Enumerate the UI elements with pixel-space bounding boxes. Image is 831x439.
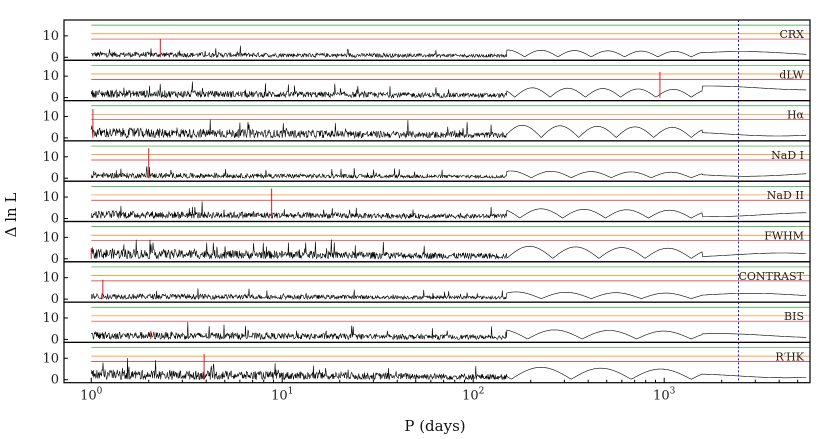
periodogram-series	[91, 321, 807, 341]
panel: 0 10 NaD II	[42, 180, 811, 227]
panel-label: FWHM	[764, 230, 804, 243]
y-tick-label: 0	[51, 373, 59, 388]
panel-label: CONTRAST	[739, 270, 805, 283]
panel: 0 10 CONTRAST	[42, 261, 811, 307]
x-tick-label: 102	[462, 387, 484, 404]
x-axis-label: P (days)	[404, 417, 465, 435]
y-tick-label: 0	[51, 131, 59, 146]
panel: 0 10 CRX	[42, 19, 811, 65]
panel-label: BIS	[784, 310, 804, 323]
periodogram-series	[90, 239, 807, 260]
y-tick-label: 10	[42, 351, 59, 366]
y-tick-label: 10	[42, 109, 59, 124]
panel: 0 10 BIS	[42, 301, 811, 347]
y-tick-label: 10	[42, 150, 59, 165]
y-tick-label: 0	[51, 332, 59, 347]
periodogram-series	[90, 201, 807, 220]
x-tick-label: 103	[653, 387, 676, 404]
panel-label: CRX	[779, 28, 804, 41]
x-tick-label: 100	[80, 387, 103, 404]
panel: 0 10 Hα	[42, 99, 811, 146]
periodogram-series	[90, 81, 807, 99]
x-tick-label: 101	[271, 387, 293, 404]
periodogram-series	[90, 288, 807, 301]
periodogram-series	[91, 45, 807, 59]
panel-frame	[63, 341, 811, 384]
y-tick-label: 0	[51, 212, 59, 227]
periodogram-series	[90, 119, 807, 140]
y-tick-label: 0	[51, 292, 59, 307]
periodogram-series	[90, 166, 807, 180]
y-tick-label: 0	[51, 50, 59, 65]
y-tick-label: 10	[42, 69, 59, 84]
panel: 0 10 R′HK	[42, 341, 811, 388]
x-axis: 100 101 102 103	[80, 377, 799, 404]
panel-label: dLW	[779, 68, 804, 81]
y-tick-label: 10	[42, 271, 59, 286]
panel-label: NaD II	[767, 189, 804, 202]
panel: 0 10 NaD I	[42, 140, 811, 186]
panel-label: R′HK	[775, 350, 804, 363]
panel-frame	[63, 99, 811, 142]
y-tick-label: 0	[51, 171, 59, 186]
panel-frame	[63, 19, 811, 61]
y-tick-label: 10	[42, 190, 59, 205]
panels-group: 0 10 CRX 0 10 dLW 0 10 Hα 0 10 NaD I 0 10 NaD II 0 10 FWH…	[42, 19, 811, 388]
panel: 0 10 dLW	[42, 59, 811, 106]
y-tick-label: 10	[42, 311, 59, 326]
panel-label: NaD I	[771, 149, 804, 162]
y-tick-label: 10	[42, 29, 59, 44]
y-tick-label: 0	[51, 91, 59, 106]
y-tick-label: 0	[51, 252, 59, 267]
panel-frame	[63, 220, 811, 263]
periodogram-series	[90, 357, 807, 381]
panel-label: Hα	[787, 109, 805, 122]
y-tick-label: 10	[42, 230, 59, 245]
y-axis-label: Δ ln L	[2, 193, 20, 238]
panel: 0 10 FWHM	[42, 220, 811, 267]
